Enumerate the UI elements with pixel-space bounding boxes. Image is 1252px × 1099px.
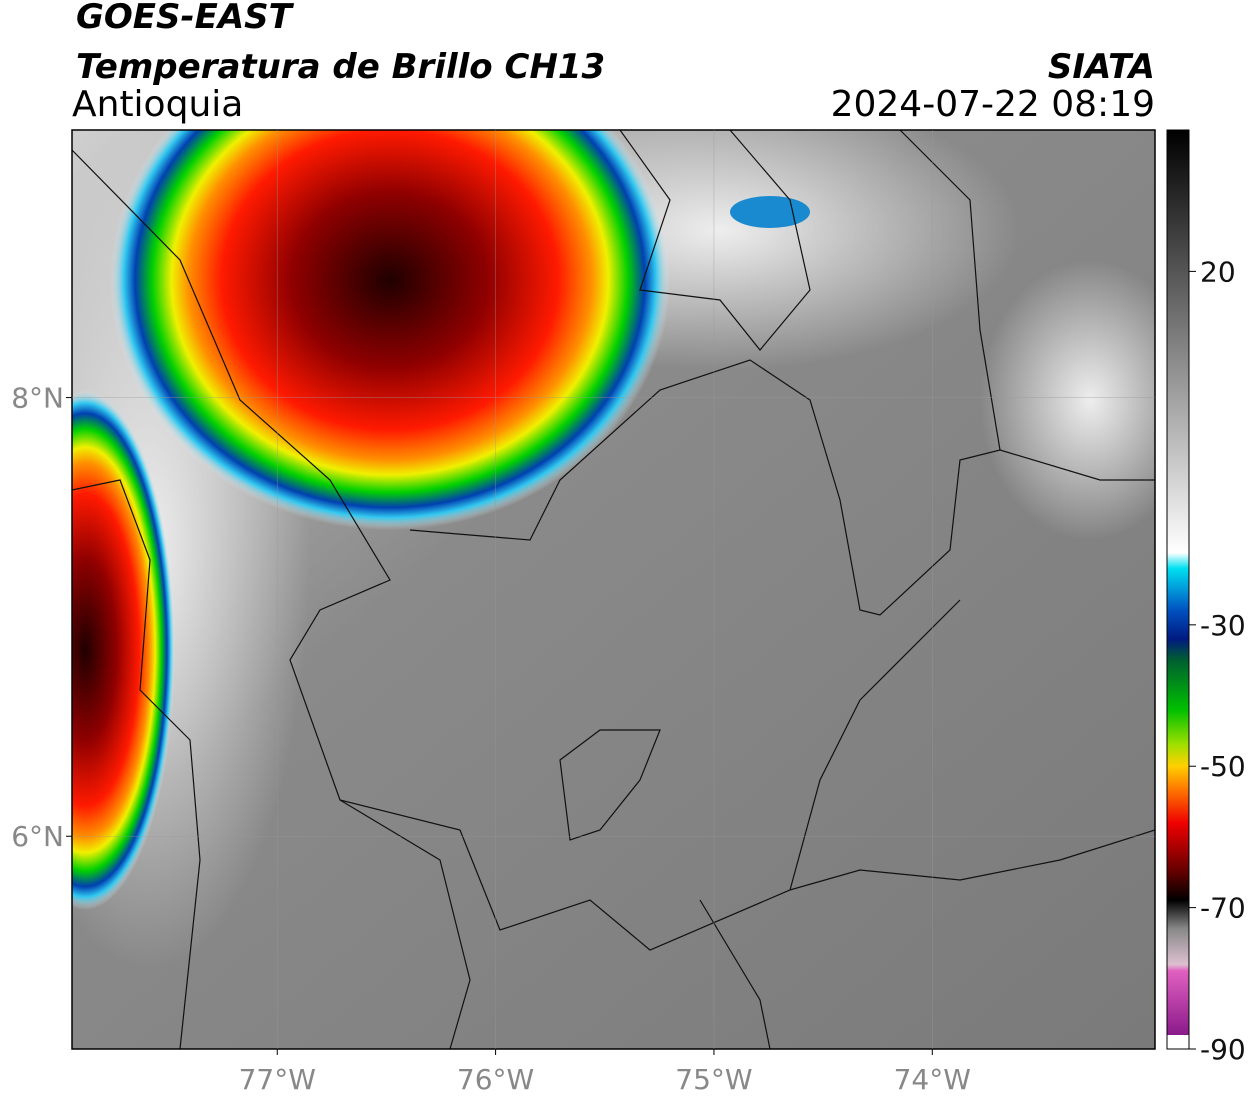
map-image <box>72 130 1155 1049</box>
colorbar-tick-label: -70 <box>1200 892 1246 925</box>
colorbar-tick-label: 20 <box>1200 255 1236 288</box>
colorbar-tick-label: -30 <box>1200 609 1246 642</box>
y-tick-label: 8°N <box>11 382 64 415</box>
x-tick-label: 76°W <box>457 1063 534 1096</box>
colorbar-tick-label: -90 <box>1200 1033 1246 1066</box>
x-tick-label: 74°W <box>894 1063 971 1096</box>
region: Antioquia <box>72 84 243 125</box>
source: SIATA <box>1048 47 1155 87</box>
title: GOES-EAST <box>76 0 295 37</box>
x-tick-label: 75°W <box>675 1063 752 1096</box>
datetime: 2024-07-22 08:19 <box>831 84 1155 125</box>
x-tick-label: 77°W <box>239 1063 316 1096</box>
map-frame <box>71 129 1156 1050</box>
subtitle: Temperatura de Brillo CH13 <box>76 47 605 87</box>
y-tick-label: 6°N <box>11 820 64 853</box>
colorbar <box>1166 129 1190 1050</box>
colorbar-tick-label: -50 <box>1200 750 1246 783</box>
